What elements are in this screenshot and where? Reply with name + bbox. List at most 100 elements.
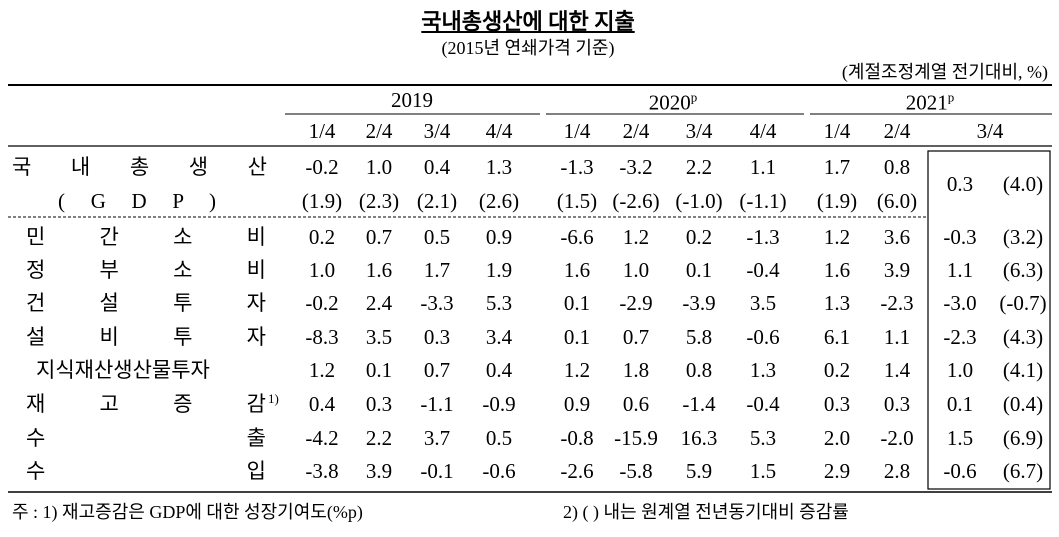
cell-value: -3.3 (420, 291, 454, 315)
cell-value: 3.9 (365, 459, 393, 483)
cell-value: -0.2 (305, 291, 339, 315)
cell-value: 5.9 (685, 459, 713, 483)
cell-yoy: (0.4) (1002, 392, 1044, 416)
cell-value: 1.3 (749, 358, 777, 382)
cell-value: 1.7 (823, 155, 851, 179)
cell-value: 0.4 (485, 358, 513, 382)
cell-value: -15.9 (614, 426, 658, 450)
cell-value: 1.5 (946, 426, 974, 450)
cell-value: 1.3 (823, 291, 851, 315)
row-label: 재 고 증 감 (26, 392, 266, 416)
cell-value: 0.1 (563, 291, 591, 315)
cell-value: 3.6 (883, 225, 911, 249)
cell-value: 1.0 (946, 358, 974, 382)
cell-value: 1.2 (823, 225, 851, 249)
quarter-header: 1/4 (308, 119, 336, 143)
cell-value: -1.3 (560, 155, 594, 179)
cell-value: 3.9 (883, 258, 911, 282)
quarter-header: 4/4 (485, 119, 513, 143)
cell-yoy: (6.7) (1002, 459, 1044, 483)
cell-value: -0.9 (482, 392, 516, 416)
cell-value: 2.2 (685, 155, 713, 179)
cell-yoy: (2.3) (358, 189, 400, 213)
row-label: 정 부 소 비 (26, 258, 266, 282)
cell-value: 0.3 (365, 392, 393, 416)
row-label: 민 간 소 비 (26, 225, 266, 249)
cell-value: 0.4 (308, 392, 336, 416)
cell-value: 3.7 (423, 426, 451, 450)
cell-yoy: (4.1) (1002, 358, 1044, 382)
quarter-header: 2/4 (883, 119, 911, 143)
footnote: 주 : 1) 재고증감은 GDP에 대한 성장기여도(%p) (12, 502, 363, 522)
cell-value: 1.6 (563, 258, 591, 282)
cell-value: -4.2 (305, 426, 339, 450)
cell-value: -1.4 (682, 392, 716, 416)
row-label: 건 설 투 자 (26, 291, 266, 315)
cell-value: -0.8 (560, 426, 594, 450)
quarter-header: 3/4 (685, 119, 713, 143)
cell-value: -1.3 (746, 225, 780, 249)
cell-yoy: (-1.0) (675, 189, 723, 213)
row-label: 지식재산생산물투자 (36, 358, 210, 382)
cell-value: 0.5 (485, 426, 513, 450)
row-label: 수 입 (26, 459, 266, 483)
quarter-header: 1/4 (563, 119, 591, 143)
year-header: 2021p (905, 89, 955, 115)
cell-value: 5.3 (485, 291, 513, 315)
cell-value: 0.8 (685, 358, 713, 382)
cell-value: 3.4 (485, 325, 513, 349)
cell-value: 0.7 (622, 325, 650, 349)
cell-yoy: (2.1) (416, 189, 458, 213)
quarter-header: 1/4 (823, 119, 851, 143)
cell-value: 2.0 (823, 426, 851, 450)
quarter-header: 3/4 (423, 119, 451, 143)
cell-value: -5.8 (619, 459, 653, 483)
cell-value: -8.3 (305, 325, 339, 349)
cell-value: -1.1 (420, 392, 454, 416)
cell-value: -0.2 (305, 155, 339, 179)
year-sup: p (947, 89, 955, 105)
cell-value: 3.5 (365, 325, 393, 349)
cell-value: 2.4 (365, 291, 393, 315)
year-header: 2019 (391, 88, 433, 112)
quarter-header: 4/4 (749, 119, 777, 143)
cell-value: -2.0 (880, 426, 914, 450)
cell-value: 0.1 (685, 258, 713, 282)
cell-value: 1.0 (308, 258, 336, 282)
row-label: 수 출 (26, 426, 266, 450)
cell-value: 0.8 (883, 155, 911, 179)
cell-value: 5.8 (685, 325, 713, 349)
title: 국내총생산에 대한 지출 (421, 9, 635, 34)
highlight-box (927, 150, 1051, 490)
cell-value: 0.2 (685, 225, 713, 249)
cell-value: 0.4 (423, 155, 451, 179)
cell-value: 1.0 (622, 258, 650, 282)
cell-yoy: (-1.1) (739, 189, 787, 213)
cell-value: -0.1 (420, 459, 454, 483)
cell-yoy: (6.0) (876, 189, 918, 213)
quarter-header: 3/4 (976, 119, 1004, 143)
cell-yoy: (6.9) (1002, 426, 1044, 450)
cell-value: 2.9 (823, 459, 851, 483)
quarter-header: 2/4 (622, 119, 650, 143)
year-sup: p (690, 89, 698, 105)
cell-value: 0.6 (622, 392, 650, 416)
cell-value: 0.3 (823, 392, 851, 416)
cell-value: -3.2 (619, 155, 653, 179)
cell-value: 0.9 (563, 392, 591, 416)
cell-value: 1.7 (423, 258, 451, 282)
cell-value: 5.3 (749, 426, 777, 450)
row-sup: 1) (268, 391, 279, 406)
unit-note: (계절조정계열 전기대비, %) (841, 62, 1048, 82)
cell-value: -3.9 (682, 291, 716, 315)
cell-value: 0.7 (365, 225, 393, 249)
cell-value: -0.6 (482, 459, 516, 483)
cell-value: -6.6 (560, 225, 594, 249)
cell-value: 3.5 (749, 291, 777, 315)
cell-value: 2.2 (365, 426, 393, 450)
cell-value: 1.3 (485, 155, 513, 179)
cell-value: -3.0 (943, 291, 977, 315)
row-label: ( G D P ) (58, 189, 216, 213)
